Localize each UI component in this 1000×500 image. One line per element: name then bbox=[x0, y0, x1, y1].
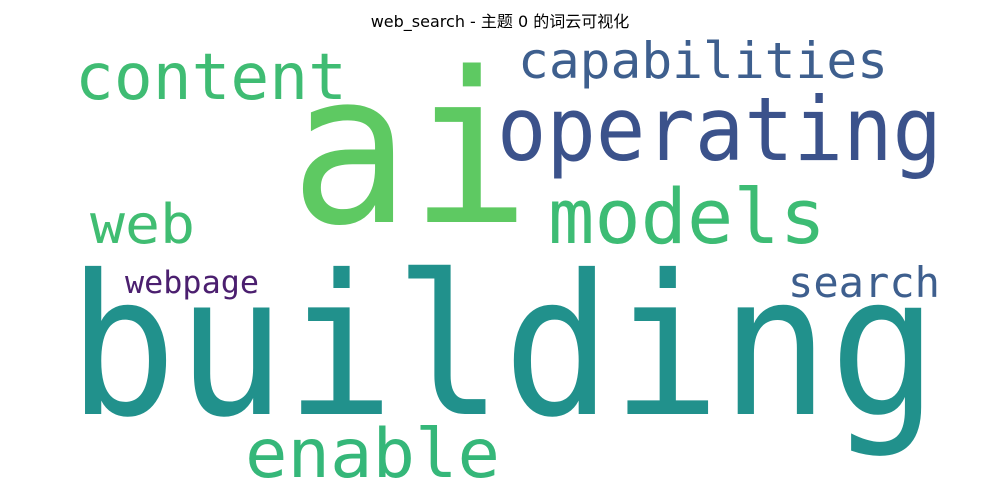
word-webpage: webpage bbox=[125, 265, 259, 301]
word-enable: enable bbox=[245, 415, 500, 494]
chart-title: web_search - 主题 0 的词云可视化 bbox=[370, 12, 630, 31]
word-search: search bbox=[788, 258, 940, 307]
word-ai: ai bbox=[290, 27, 530, 272]
word-building: building bbox=[68, 233, 938, 460]
word-web: web bbox=[90, 193, 195, 256]
word-content: content bbox=[75, 41, 347, 115]
word-operating: operating bbox=[497, 78, 942, 181]
word-capabilities: capabilities bbox=[518, 32, 888, 90]
word-models: models bbox=[548, 172, 826, 261]
